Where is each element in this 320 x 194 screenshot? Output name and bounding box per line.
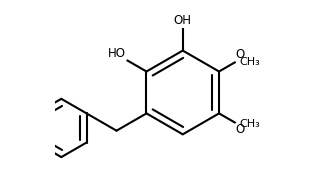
Text: O: O <box>236 123 245 136</box>
Text: OH: OH <box>174 14 192 27</box>
Text: CH₃: CH₃ <box>239 119 260 129</box>
Text: CH₃: CH₃ <box>239 57 260 67</box>
Text: O: O <box>236 48 245 61</box>
Text: HO: HO <box>108 47 126 60</box>
